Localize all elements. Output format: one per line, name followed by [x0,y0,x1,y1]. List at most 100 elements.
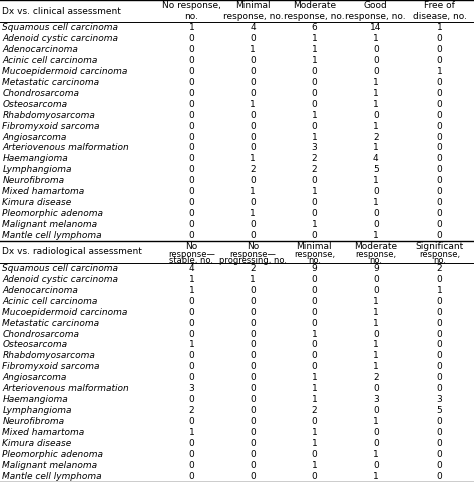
Text: Mucoepidermoid carcinoma: Mucoepidermoid carcinoma [2,308,128,317]
Text: Mixed hamartoma: Mixed hamartoma [2,428,85,437]
Text: 1: 1 [250,154,256,163]
Text: response—: response— [229,250,276,259]
Text: 0: 0 [250,406,256,415]
Text: 0: 0 [373,111,379,120]
Text: 0: 0 [373,45,379,54]
Text: 1: 1 [373,78,379,87]
Text: no.: no. [184,12,199,21]
Text: 0: 0 [437,308,443,317]
Text: Haemangioma: Haemangioma [2,395,68,404]
Text: 0: 0 [189,209,194,218]
Text: 1: 1 [311,384,317,393]
Text: 0: 0 [437,340,443,349]
Text: 1: 1 [373,472,379,481]
Text: 0: 0 [437,89,443,98]
Text: 0: 0 [437,231,443,240]
Text: 0: 0 [373,275,379,284]
Text: 0: 0 [250,297,256,306]
Text: Neurofibroma: Neurofibroma [2,417,64,426]
Text: 0: 0 [189,67,194,76]
Text: 14: 14 [370,23,382,32]
Text: 0: 0 [437,100,443,109]
Text: 0: 0 [373,209,379,218]
Text: 1: 1 [437,23,443,32]
Text: 0: 0 [250,384,256,393]
Text: 1: 1 [437,286,443,295]
Text: 0: 0 [437,275,443,284]
Text: 2: 2 [437,264,442,273]
Text: 3: 3 [373,395,379,404]
Text: 1: 1 [373,417,379,426]
Text: 0: 0 [373,461,379,470]
Text: 0: 0 [311,319,317,328]
Text: 0: 0 [250,56,256,65]
Text: Neurofibroma: Neurofibroma [2,176,64,185]
Text: 1: 1 [373,308,379,317]
Text: 1: 1 [189,275,194,284]
Text: 0: 0 [250,439,256,448]
Text: 1: 1 [373,319,379,328]
Text: 0: 0 [437,34,443,43]
Text: 2: 2 [250,264,255,273]
Text: response, no.: response, no. [284,12,345,21]
Text: response,: response, [355,250,396,259]
Text: 1: 1 [311,220,317,229]
Text: 1: 1 [311,187,317,196]
Text: Osteosarcoma: Osteosarcoma [2,100,67,109]
Text: Rhabdomyosarcoma: Rhabdomyosarcoma [2,351,95,361]
Text: 0: 0 [189,297,194,306]
Text: 4: 4 [189,264,194,273]
Text: 1: 1 [373,231,379,240]
Text: 1: 1 [311,395,317,404]
Text: 0: 0 [311,78,317,87]
Text: Minimal: Minimal [235,1,271,10]
Text: 0: 0 [373,56,379,65]
Text: 0: 0 [373,286,379,295]
Text: 0: 0 [250,89,256,98]
Text: 0: 0 [437,351,443,361]
Text: Moderate: Moderate [293,1,336,10]
Text: 0: 0 [189,100,194,109]
Text: 1: 1 [373,362,379,371]
Text: 0: 0 [250,286,256,295]
Text: Significant: Significant [416,242,464,251]
Text: 0: 0 [437,209,443,218]
Text: 1: 1 [373,34,379,43]
Text: 0: 0 [189,319,194,328]
Text: 0: 0 [437,165,443,174]
Text: 0: 0 [189,187,194,196]
Text: 0: 0 [437,187,443,196]
Text: 0: 0 [250,472,256,481]
Text: 0: 0 [437,330,443,338]
Text: 0: 0 [437,121,443,131]
Text: 0: 0 [437,111,443,120]
Text: 0: 0 [311,286,317,295]
Text: 0: 0 [373,428,379,437]
Text: 0: 0 [189,308,194,317]
Text: 0: 0 [437,144,443,152]
Text: 0: 0 [189,34,194,43]
Text: 3: 3 [437,395,443,404]
Text: 1: 1 [311,439,317,448]
Text: 1: 1 [250,209,256,218]
Text: 0: 0 [311,89,317,98]
Text: 0: 0 [437,319,443,328]
Text: 0: 0 [250,111,256,120]
Text: Chondrosarcoma: Chondrosarcoma [2,330,79,338]
Text: No response,: No response, [162,1,221,10]
Text: 0: 0 [311,198,317,207]
Text: 0: 0 [250,319,256,328]
Text: Metastatic carcinoma: Metastatic carcinoma [2,319,100,328]
Text: 0: 0 [437,417,443,426]
Text: Arteriovenous malformation: Arteriovenous malformation [2,384,129,393]
Text: 2: 2 [311,165,317,174]
Text: 0: 0 [189,154,194,163]
Text: 0: 0 [373,384,379,393]
Text: 0: 0 [311,417,317,426]
Text: 3: 3 [311,144,317,152]
Text: response,: response, [294,250,335,259]
Text: 0: 0 [373,439,379,448]
Text: 1: 1 [373,89,379,98]
Text: 2: 2 [250,165,255,174]
Text: 0: 0 [250,220,256,229]
